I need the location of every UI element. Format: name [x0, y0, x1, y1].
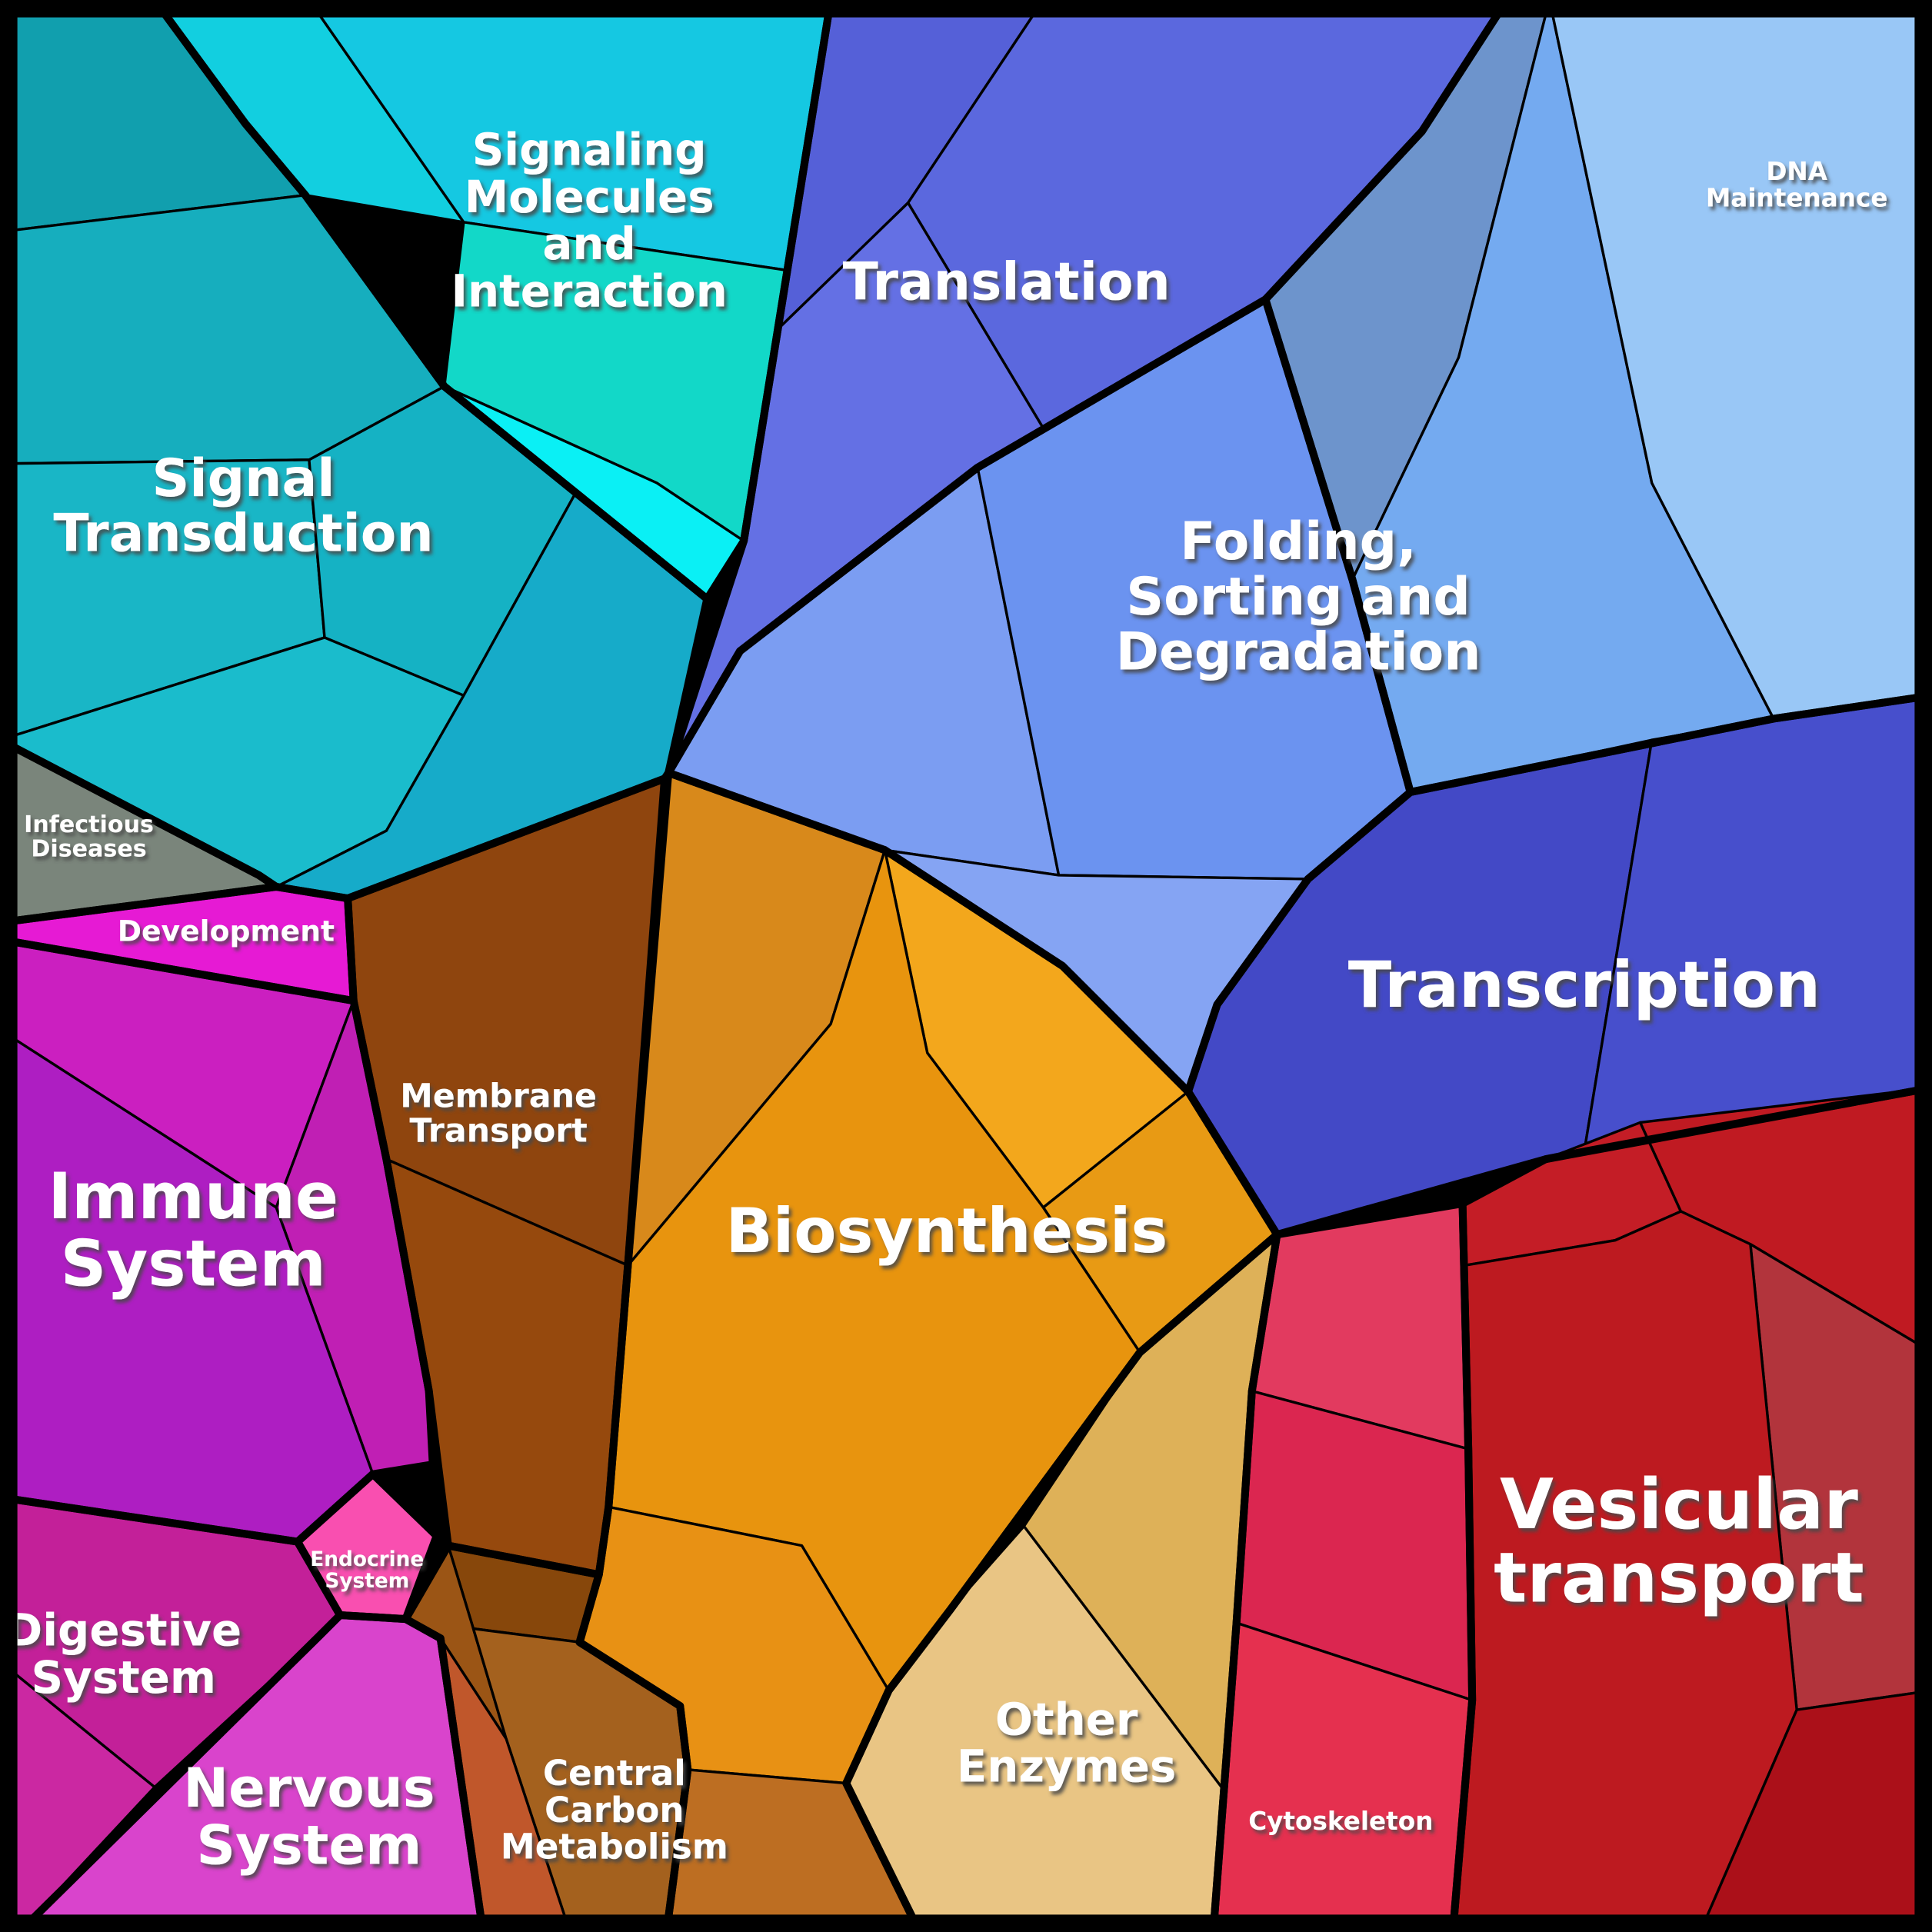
vesicular-transport-cell-5[interactable]: [1698, 1689, 1932, 1932]
digestive-system-label: Digestive System: [5, 1604, 242, 1704]
development-label: Development: [118, 914, 335, 948]
dna-maintenance-label: DNA Maintenance: [1706, 157, 1888, 213]
region-cytoskeleton: [1211, 1202, 1474, 1932]
vesicular-transport-label: Vesicular transport: [1494, 1464, 1864, 1619]
region-membrane-transport: [346, 777, 666, 1576]
signal-transduction-label: Signal Transduction: [53, 448, 433, 564]
cytoskeleton-label: Cytoskeleton: [1248, 1807, 1433, 1836]
membrane-transport-label: Membrane Transport: [400, 1077, 597, 1150]
translation-label: Translation: [843, 251, 1171, 311]
nervous-system-outline: [15, 1611, 488, 1932]
transcription-label: Transcription: [1348, 948, 1820, 1022]
region-labels-layer: Signal Transduction Signaling Molecules and I…: [5, 124, 1887, 1877]
region-folding-sorting-degradation: [667, 298, 1412, 1093]
vesicular-transport-outline: [1449, 1084, 1932, 1932]
central-carbon-metabolism-label: Central Carbon Metabolism: [501, 1753, 728, 1867]
immune-system-label: Immune System: [48, 1159, 338, 1301]
signaling-molecules-label: Signaling Molecules and Interaction: [451, 124, 727, 318]
biosynthesis-label: Biosynthesis: [725, 1194, 1168, 1267]
nervous-system-label: Nervous System: [183, 1757, 435, 1877]
region-vesicular-transport: [1451, 1086, 1932, 1932]
region-immune-system: [0, 939, 435, 1544]
other-enzymes-label: Other Enzymes: [957, 1693, 1177, 1792]
digestive-system-cell-2[interactable]: [0, 1660, 156, 1932]
region-transcription: [1187, 694, 1932, 1236]
endocrine-system-label: Endocrine System: [310, 1548, 424, 1593]
infectious-diseases-label: Infectious Diseases: [24, 811, 154, 863]
region-signal-transduction: [0, 0, 709, 900]
folding-sorting-degradation-label: Folding, Sorting and Degradation: [1116, 511, 1481, 682]
